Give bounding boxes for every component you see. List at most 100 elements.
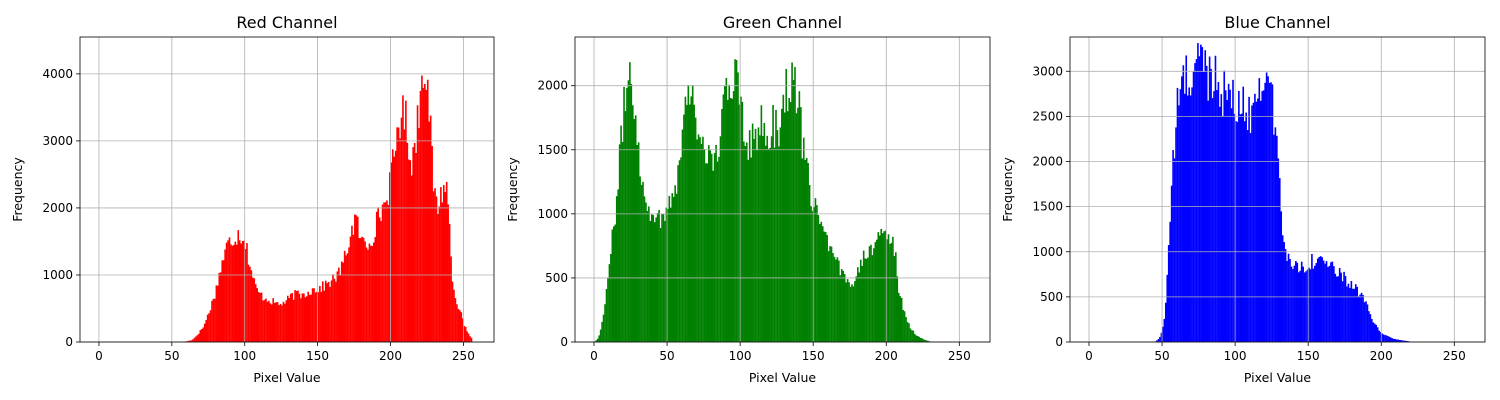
histogram-bin — [243, 240, 245, 342]
histogram-bin — [855, 276, 858, 342]
histogram-bin — [240, 243, 242, 342]
histogram-bin — [1333, 266, 1335, 342]
histogram-bin — [709, 150, 712, 342]
histogram-bin — [680, 157, 682, 342]
histogram-bin — [1390, 337, 1392, 342]
histogram-bin — [349, 236, 352, 342]
histogram-bin — [463, 325, 465, 342]
histogram-bin — [817, 215, 820, 342]
histogram-bin — [375, 211, 378, 342]
histogram-bin — [922, 339, 925, 342]
histogram-bin — [706, 163, 709, 342]
histogram-bin — [434, 188, 436, 342]
histogram-bin — [284, 303, 286, 342]
histogram-bin — [190, 340, 193, 342]
histogram-bin — [595, 340, 598, 342]
histogram-bin — [338, 267, 340, 342]
histogram-bin — [865, 258, 868, 342]
histogram-bin — [1319, 256, 1322, 342]
histogram-bin — [199, 330, 202, 342]
histogram-bin — [712, 170, 714, 342]
histogram-bin — [447, 204, 449, 342]
histogram-bin — [209, 310, 212, 342]
histogram-bin — [631, 105, 634, 343]
histogram-bin — [608, 264, 611, 342]
histogram-bin — [775, 109, 777, 342]
histogram-bin — [878, 235, 881, 342]
histogram-bin — [1240, 113, 1243, 342]
histogram-bin — [1268, 82, 1271, 343]
histogram-bin — [1262, 90, 1265, 342]
histogram-bin — [859, 259, 862, 342]
histogram-bin — [836, 257, 839, 342]
histogram-bin — [648, 206, 650, 342]
histogram-bin — [1159, 336, 1161, 342]
histogram-bin — [769, 147, 771, 342]
y-tick-label: 4000 — [42, 67, 73, 81]
histogram-bin — [849, 286, 852, 342]
histogram-bin — [317, 292, 320, 342]
histogram-bin — [1378, 330, 1380, 342]
histogram-bin — [1292, 268, 1294, 342]
histogram-bin — [1156, 340, 1158, 342]
x-tick-label: 100 — [1224, 349, 1247, 363]
histogram-bin — [919, 337, 922, 342]
histogram-bin — [1309, 269, 1312, 342]
histogram-bin — [466, 331, 468, 342]
histogram-bin — [811, 210, 814, 342]
histogram-bin — [203, 323, 206, 342]
histogram-bin — [1299, 270, 1302, 342]
histogram-bin — [1314, 265, 1316, 342]
histogram-bin — [456, 304, 458, 342]
histogram-bin — [770, 136, 773, 342]
histogram-bin — [821, 226, 824, 342]
y-tick-label: 2000 — [1032, 155, 1063, 169]
histogram-bin — [892, 236, 894, 342]
histogram-bin — [862, 250, 865, 342]
histogram-bin — [1220, 94, 1223, 342]
histogram-bin — [222, 260, 225, 342]
y-tick-label: 500 — [545, 271, 568, 285]
histogram-bin — [675, 193, 678, 342]
histogram-bin — [231, 245, 234, 342]
histogram-bin — [410, 175, 413, 342]
histogram-bin — [645, 202, 647, 342]
histogram-bin — [1210, 68, 1212, 343]
histogram-bin — [800, 107, 802, 342]
histogram-bin — [1391, 338, 1394, 342]
histogram-bin — [281, 305, 283, 342]
histogram-bin — [1356, 286, 1359, 342]
histogram-bin — [637, 142, 640, 342]
histogram-bin — [1311, 254, 1313, 342]
histogram-bin — [262, 300, 264, 342]
histogram-bin — [1308, 267, 1310, 342]
histogram-bin — [668, 195, 671, 342]
histogram-bin — [247, 264, 250, 342]
x-tick-label: 250 — [948, 349, 971, 363]
histogram-bin — [219, 272, 222, 342]
histogram-bin — [614, 224, 617, 342]
histogram-bin — [1163, 318, 1166, 342]
histogram-bin — [314, 292, 317, 342]
histogram-bin — [1360, 292, 1363, 342]
histogram-bin — [672, 196, 675, 342]
histogram-bin — [750, 157, 752, 342]
histogram-bin — [671, 193, 674, 342]
histogram-bin — [329, 286, 331, 342]
histogram-bin — [721, 109, 723, 342]
histogram-bin — [629, 62, 631, 342]
histogram-bin — [467, 333, 470, 342]
histogram-bin — [615, 196, 618, 342]
histogram-bin — [426, 79, 429, 343]
histogram-bin — [808, 184, 811, 342]
histogram-bin — [782, 94, 785, 343]
histogram-bin — [1375, 324, 1378, 342]
histogram-bin — [871, 255, 874, 342]
histogram-bin — [729, 97, 732, 342]
y-axis-label: Frequency — [1000, 157, 1015, 222]
histogram-bin — [202, 327, 205, 342]
histogram-bin — [840, 269, 843, 342]
histogram-bin — [1273, 134, 1275, 342]
histogram-bin — [1335, 276, 1338, 342]
y-tick-label: 1500 — [537, 143, 568, 157]
